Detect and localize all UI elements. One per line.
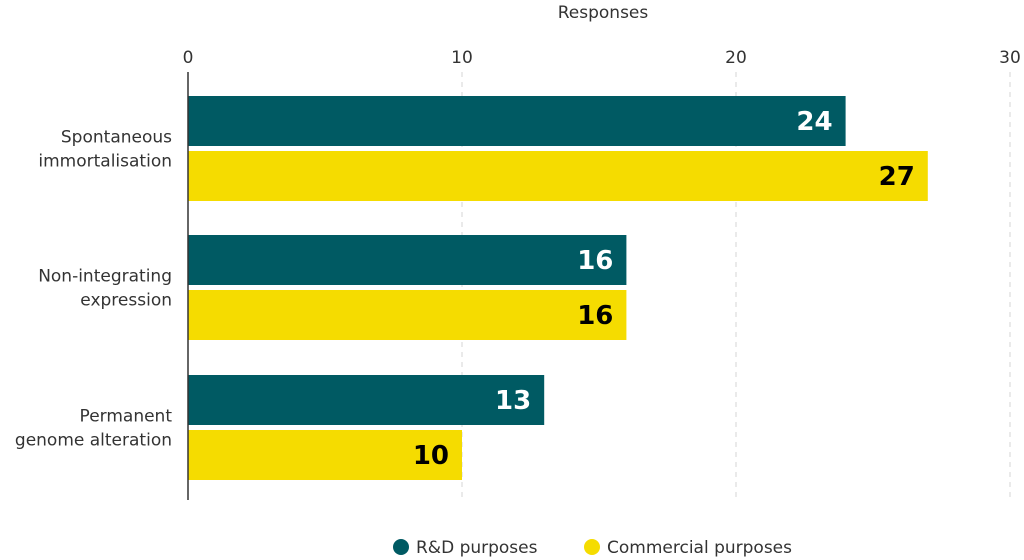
category-labels: Spontaneous immortalisation Non-integratin… [15,128,172,451]
value-labels: 24 27 16 16 13 10 [413,107,915,471]
x-tick-label: 10 [451,48,473,68]
x-axis-ticks: 0 10 20 30 [183,48,1021,68]
bars [188,96,928,480]
data-label: 10 [413,441,449,471]
bar-commercial [188,430,462,480]
bar-rd [188,96,846,146]
x-axis-title: Responses [558,3,649,23]
bar-rd [188,235,627,285]
legend: R&D purposes Commercial purposes [393,538,792,558]
data-label: 16 [577,301,613,331]
x-tick-label: 0 [183,48,194,68]
legend-swatch [584,539,600,555]
category-label: expression [80,291,172,311]
category-label: Non-integrating [38,267,172,287]
bar-commercial [188,151,928,201]
x-tick-label: 20 [725,48,747,68]
data-label: 27 [879,162,915,192]
data-label: 24 [796,107,832,137]
x-tick-label: 30 [999,48,1021,68]
bar-rd [188,375,545,425]
data-label: 16 [577,246,613,276]
category-label: Spontaneous [61,128,172,148]
legend-swatch [393,539,409,555]
category-label: immortalisation [38,152,172,172]
data-label: 13 [495,386,531,416]
category-label: genome alteration [15,431,172,451]
category-label: Permanent [80,407,173,427]
legend-label: Commercial purposes [607,538,792,558]
legend-label: R&D purposes [416,538,538,558]
bar-commercial [188,290,627,340]
